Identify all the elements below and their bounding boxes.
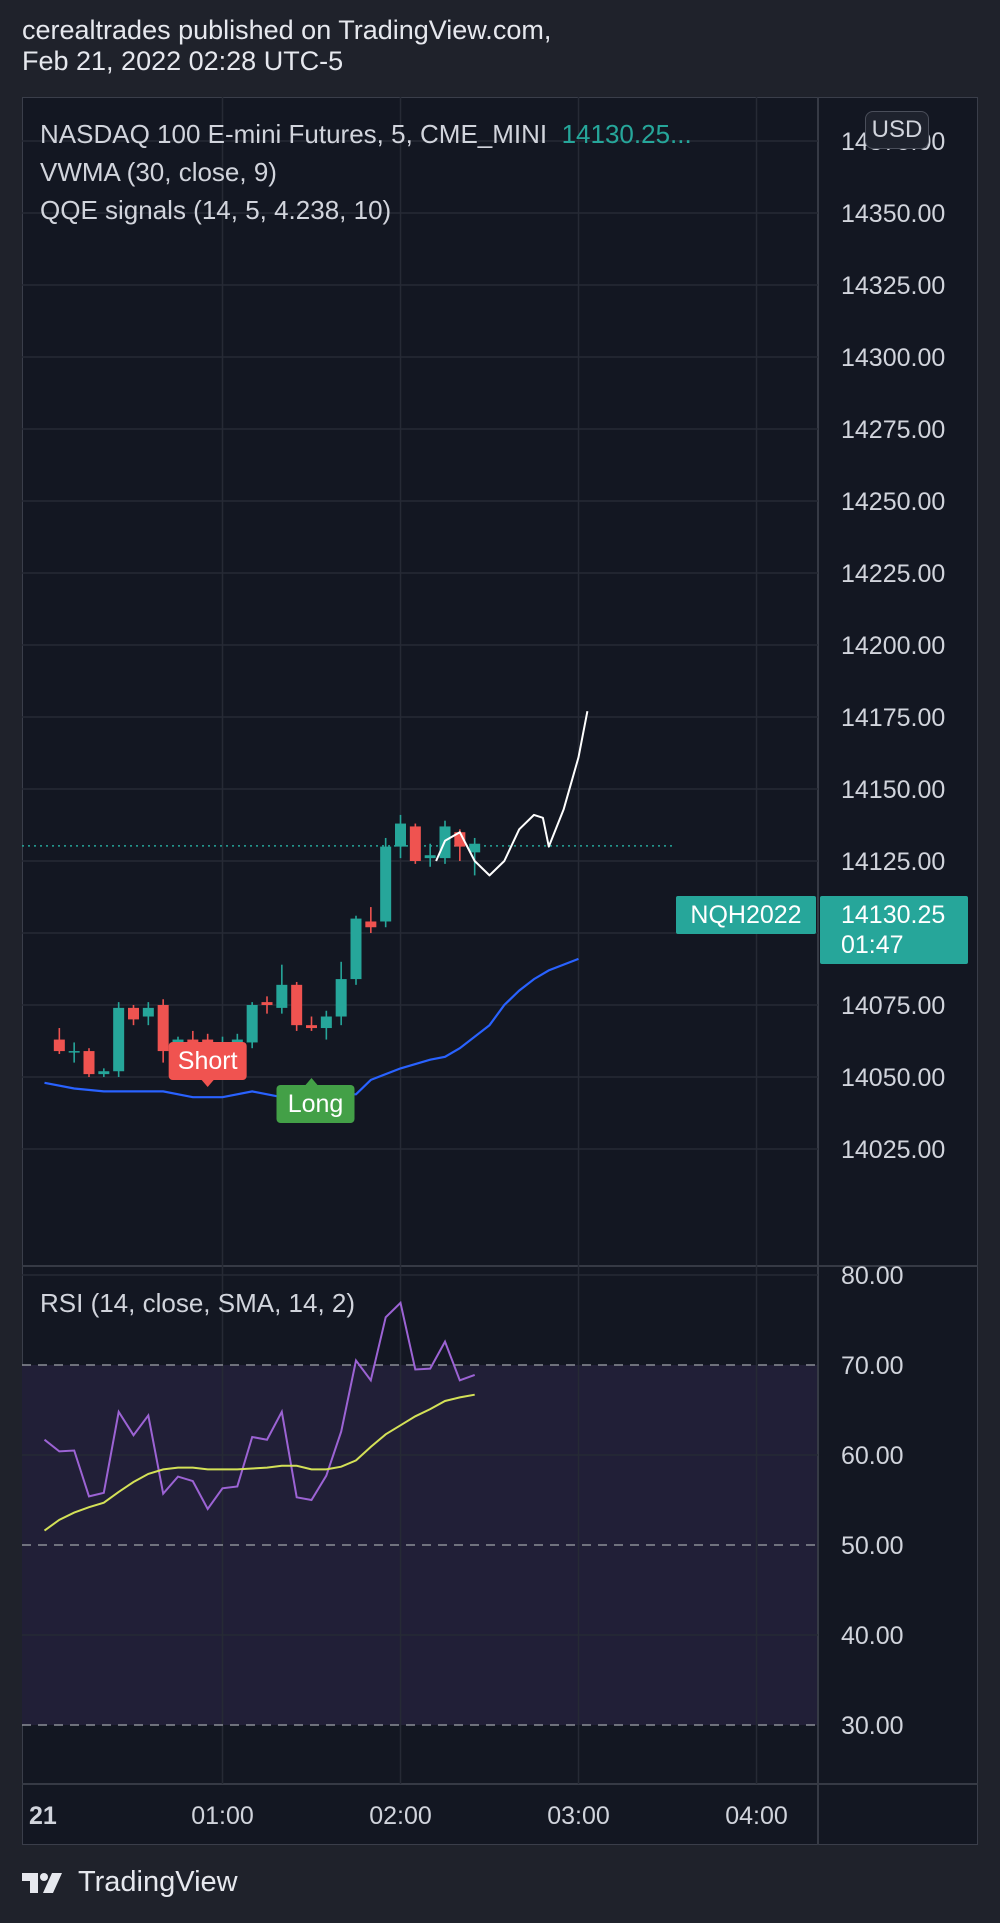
currency-button[interactable]: USD	[865, 111, 929, 149]
ticker-label: NQH2022	[690, 900, 802, 929]
legend-rsi[interactable]: RSI (14, close, SMA, 14, 2)	[40, 1288, 356, 1318]
last-price-tag: 14130.25 01:47	[820, 896, 968, 964]
currency-label: USD	[871, 116, 923, 143]
legend-symbol[interactable]: NASDAQ 100 E-mini Futures, 5, CME_MINI 1…	[40, 119, 692, 150]
bar-countdown: 01:47	[841, 931, 904, 959]
tradingview-logo-icon	[22, 1872, 62, 1893]
publish-date: Feb 21, 2022 02:28 UTC-5	[22, 46, 344, 76]
legend-price: 14130.25...	[561, 119, 692, 149]
ticker-tag: NQH2022	[676, 896, 816, 934]
symbol-title: NASDAQ 100 E-mini Futures, 5, CME_MINI	[40, 119, 548, 149]
legend-vwma[interactable]: VWMA (30, close, 9)	[40, 157, 277, 187]
last-price-value: 14130.25	[841, 901, 946, 929]
legend-qqe[interactable]: QQE signals (14, 5, 4.238, 10)	[40, 195, 392, 225]
footer-brand[interactable]: TradingView	[22, 1866, 238, 1899]
footer-brand-label: TradingView	[78, 1866, 238, 1898]
publisher-line: cerealtrades published on TradingView.co…	[22, 15, 552, 45]
chart-frame[interactable]	[22, 97, 978, 1845]
